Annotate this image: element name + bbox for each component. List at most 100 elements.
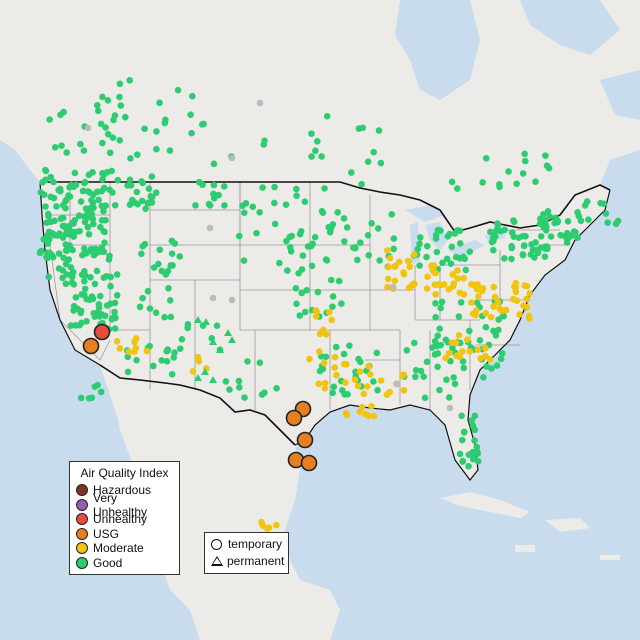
aqi-legend-title: Air Quality Index — [80, 466, 169, 480]
circle-icon — [211, 538, 222, 550]
station-marker — [391, 263, 399, 270]
station-marker — [541, 253, 549, 260]
station-marker-permanent — [209, 376, 217, 383]
station-marker — [244, 358, 251, 365]
legend-label-permanent: permanent — [227, 553, 285, 568]
station-marker — [176, 345, 184, 352]
station-marker — [189, 92, 196, 100]
station-marker — [460, 291, 468, 298]
station-marker — [76, 227, 83, 235]
station-marker — [42, 167, 50, 175]
station-marker — [111, 308, 118, 316]
station-marker — [258, 518, 265, 526]
station-marker — [350, 244, 357, 251]
station-marker — [493, 362, 501, 369]
station-marker — [104, 130, 112, 138]
station-marker — [79, 187, 87, 195]
station-marker — [76, 321, 83, 329]
station-marker — [356, 408, 364, 416]
station-marker — [283, 237, 290, 245]
station-marker — [366, 371, 374, 378]
station-marker — [94, 107, 102, 115]
station-marker — [81, 218, 89, 226]
station-marker — [432, 290, 439, 298]
station-marker — [351, 376, 359, 384]
station-marker — [374, 225, 382, 232]
station-marker — [314, 288, 322, 296]
station-marker — [516, 311, 523, 318]
station-marker — [423, 285, 431, 292]
station-marker — [541, 243, 549, 251]
station-marker — [482, 323, 490, 331]
station-marker — [71, 169, 79, 177]
station-marker — [114, 176, 122, 184]
station-marker — [83, 317, 90, 325]
station-marker — [156, 246, 164, 254]
station-marker — [147, 193, 155, 200]
legend-item-very-unhealthy: Very Unhealthy — [76, 491, 173, 519]
station-marker — [46, 116, 53, 123]
station-marker — [50, 178, 57, 186]
station-marker — [383, 391, 391, 398]
station-marker — [195, 178, 203, 186]
station-marker — [385, 263, 392, 271]
station-marker — [466, 248, 474, 255]
station-marker — [126, 76, 133, 84]
station-marker — [365, 412, 372, 420]
station-marker — [377, 159, 385, 167]
station-marker — [432, 231, 440, 239]
station-marker — [149, 362, 157, 370]
station-marker — [100, 274, 108, 281]
swatch-icon — [76, 513, 88, 526]
swatch-icon — [76, 556, 88, 569]
station-marker — [474, 448, 481, 456]
station-marker — [81, 285, 89, 293]
station-marker — [458, 348, 466, 355]
station-marker — [316, 348, 323, 355]
triangle-icon — [211, 555, 223, 566]
station-marker — [296, 431, 314, 449]
station-marker — [495, 316, 502, 323]
station-marker — [456, 227, 464, 235]
station-marker — [68, 279, 76, 287]
station-marker — [509, 295, 517, 303]
station-marker — [65, 256, 73, 263]
station-marker — [153, 145, 160, 153]
station-marker — [78, 291, 85, 298]
station-marker — [93, 101, 101, 109]
station-marker — [44, 210, 52, 218]
station-marker — [125, 348, 133, 356]
station-marker-permanent — [224, 329, 232, 336]
station-marker — [411, 280, 418, 288]
station-marker-permanent — [202, 318, 210, 325]
station-marker — [364, 158, 372, 166]
station-marker — [433, 248, 441, 256]
station-marker — [534, 249, 542, 257]
station-marker — [384, 283, 391, 291]
station-marker — [398, 372, 406, 380]
station-marker — [104, 96, 112, 104]
station-marker — [77, 140, 84, 148]
station-marker — [67, 181, 75, 189]
station-marker — [84, 188, 92, 195]
station-marker — [127, 155, 134, 162]
station-marker — [97, 120, 105, 128]
station-marker — [473, 299, 481, 307]
station-marker — [261, 137, 268, 145]
station-marker — [463, 336, 471, 344]
station-marker — [373, 349, 381, 357]
station-marker — [346, 342, 353, 349]
station-marker — [491, 293, 499, 301]
station-marker — [564, 218, 572, 225]
station-marker — [570, 228, 578, 235]
station-marker — [585, 216, 592, 224]
station-marker — [468, 281, 475, 288]
station-marker — [308, 130, 315, 137]
station-marker — [98, 244, 106, 251]
station-marker — [51, 143, 59, 151]
station-marker — [134, 200, 141, 208]
station-marker — [44, 254, 52, 262]
station-marker — [133, 188, 141, 196]
station-marker — [83, 213, 90, 221]
station-marker — [145, 185, 153, 192]
